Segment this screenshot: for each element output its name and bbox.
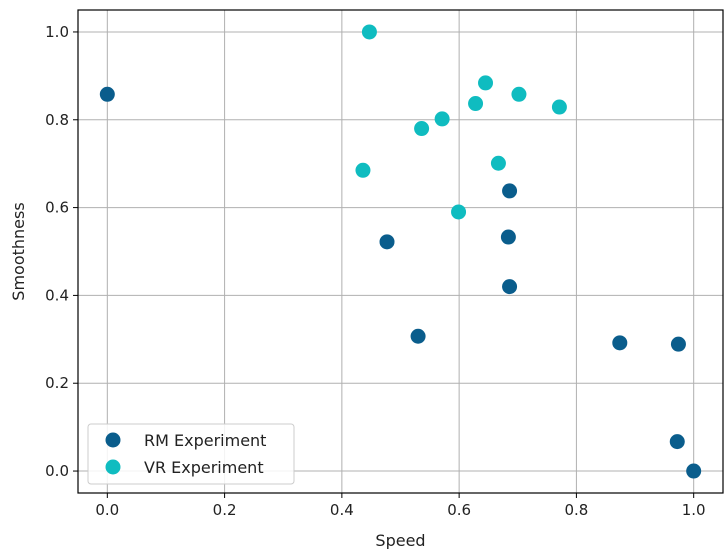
y-tick-label: 1.0 <box>45 23 69 41</box>
data-point-rm <box>612 335 628 351</box>
legend-marker-rm <box>105 432 121 448</box>
y-tick-label: 0.6 <box>45 199 69 217</box>
data-point-vr <box>551 99 567 115</box>
data-point-vr <box>451 204 467 220</box>
data-points <box>99 24 702 479</box>
y-tick-label: 0.8 <box>45 111 69 129</box>
y-tick-label: 0.0 <box>45 462 69 480</box>
axis-ticks: 0.0 0.2 0.4 0.6 0.8 1.0 0.0 0.2 0.4 0.6 0.8 1.0 <box>45 23 705 519</box>
x-tick-label: 0.6 <box>447 501 471 519</box>
legend-label-vr: VR Experiment <box>144 458 264 477</box>
data-point-rm <box>670 336 686 352</box>
y-tick-label: 0.4 <box>45 286 69 304</box>
data-point-rm <box>669 434 685 450</box>
data-point-vr <box>355 162 371 178</box>
data-point-vr <box>468 96 484 112</box>
y-tick-label: 0.2 <box>45 374 69 392</box>
grid-lines <box>78 10 723 493</box>
data-point-rm <box>502 279 518 295</box>
data-point-rm <box>379 234 395 250</box>
data-point-vr <box>361 24 377 40</box>
data-point-vr <box>490 155 506 171</box>
data-point-vr <box>511 86 527 102</box>
data-point-rm <box>686 463 702 479</box>
data-point-rm <box>502 183 518 199</box>
data-point-rm <box>500 229 516 245</box>
x-axis-label: Speed <box>375 531 425 549</box>
data-point-vr <box>478 75 494 91</box>
x-tick-label: 0.2 <box>213 501 237 519</box>
x-tick-label: 0.0 <box>95 501 119 519</box>
data-point-rm <box>410 328 426 344</box>
x-tick-label: 0.8 <box>564 501 588 519</box>
plot-area-frame <box>77 9 724 494</box>
legend-box <box>87 423 295 485</box>
data-point-rm <box>99 86 115 102</box>
legend-label-rm: RM Experiment <box>144 431 266 450</box>
x-tick-label: 1.0 <box>682 501 706 519</box>
legend: RM Experiment VR Experiment <box>87 423 295 485</box>
data-point-vr <box>414 121 430 137</box>
y-axis-label: Smoothness <box>9 202 28 300</box>
x-tick-label: 0.4 <box>330 501 354 519</box>
data-point-vr <box>434 111 450 127</box>
legend-marker-vr <box>105 459 121 475</box>
